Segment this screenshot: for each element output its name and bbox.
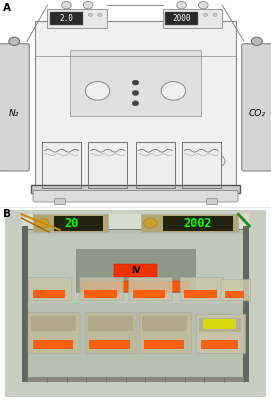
Circle shape [132,91,139,95]
Bar [165,12,198,25]
Circle shape [161,81,186,100]
Bar [89,340,130,349]
Circle shape [83,2,93,9]
Bar [163,9,222,28]
FancyBboxPatch shape [196,314,246,354]
Bar [84,290,117,298]
Bar [31,316,76,331]
Bar [88,316,133,331]
Text: CO₂: CO₂ [248,109,265,118]
Text: A: A [3,3,11,13]
Circle shape [132,101,139,106]
Bar [81,282,190,292]
Bar [243,226,249,382]
Bar [114,264,157,277]
Circle shape [132,80,139,85]
Text: 2002: 2002 [183,217,212,230]
Bar [22,226,28,382]
Circle shape [209,155,225,167]
Text: 2.0: 2.0 [60,14,73,23]
Text: B: B [3,209,11,219]
Circle shape [144,219,157,228]
FancyBboxPatch shape [85,312,137,354]
FancyBboxPatch shape [80,277,123,301]
FancyBboxPatch shape [221,279,251,301]
Bar [47,9,107,28]
Circle shape [62,2,71,9]
Bar [28,230,243,377]
Bar [70,50,201,115]
Polygon shape [136,142,175,188]
Bar [144,340,184,349]
Bar [28,234,243,304]
Text: 2000: 2000 [172,14,191,23]
Circle shape [85,81,110,100]
Polygon shape [182,142,221,188]
FancyBboxPatch shape [33,190,238,202]
Bar [184,290,217,298]
Bar [35,21,236,192]
Circle shape [98,13,102,16]
Circle shape [203,13,208,16]
FancyBboxPatch shape [0,44,29,171]
Bar [33,290,65,298]
Bar [22,214,249,382]
Bar [225,291,244,298]
Bar [206,198,217,205]
FancyBboxPatch shape [242,44,271,171]
Bar [199,318,241,332]
Bar [33,340,73,349]
FancyBboxPatch shape [28,277,72,301]
Bar [27,304,244,308]
Bar [133,290,165,298]
Bar [163,216,233,231]
Bar [33,214,108,232]
Bar [54,216,103,231]
Circle shape [213,13,217,16]
Bar [22,229,249,234]
FancyBboxPatch shape [28,312,80,354]
Circle shape [251,37,262,45]
FancyBboxPatch shape [129,277,172,301]
Bar [76,249,195,292]
Text: N₂: N₂ [9,109,20,118]
Bar [203,319,236,329]
Bar [31,185,240,193]
Bar [50,12,83,25]
Circle shape [35,219,49,228]
Polygon shape [42,142,81,188]
Bar [201,340,238,349]
Bar [142,316,187,331]
Text: IV: IV [131,265,140,275]
FancyBboxPatch shape [180,277,224,301]
Bar [27,377,244,382]
Bar [141,214,238,232]
Bar [54,198,65,205]
Circle shape [9,37,20,45]
Circle shape [198,2,208,9]
Circle shape [88,13,92,16]
FancyBboxPatch shape [139,312,191,354]
Circle shape [177,2,186,9]
Text: 20: 20 [65,217,79,230]
Polygon shape [88,142,127,188]
